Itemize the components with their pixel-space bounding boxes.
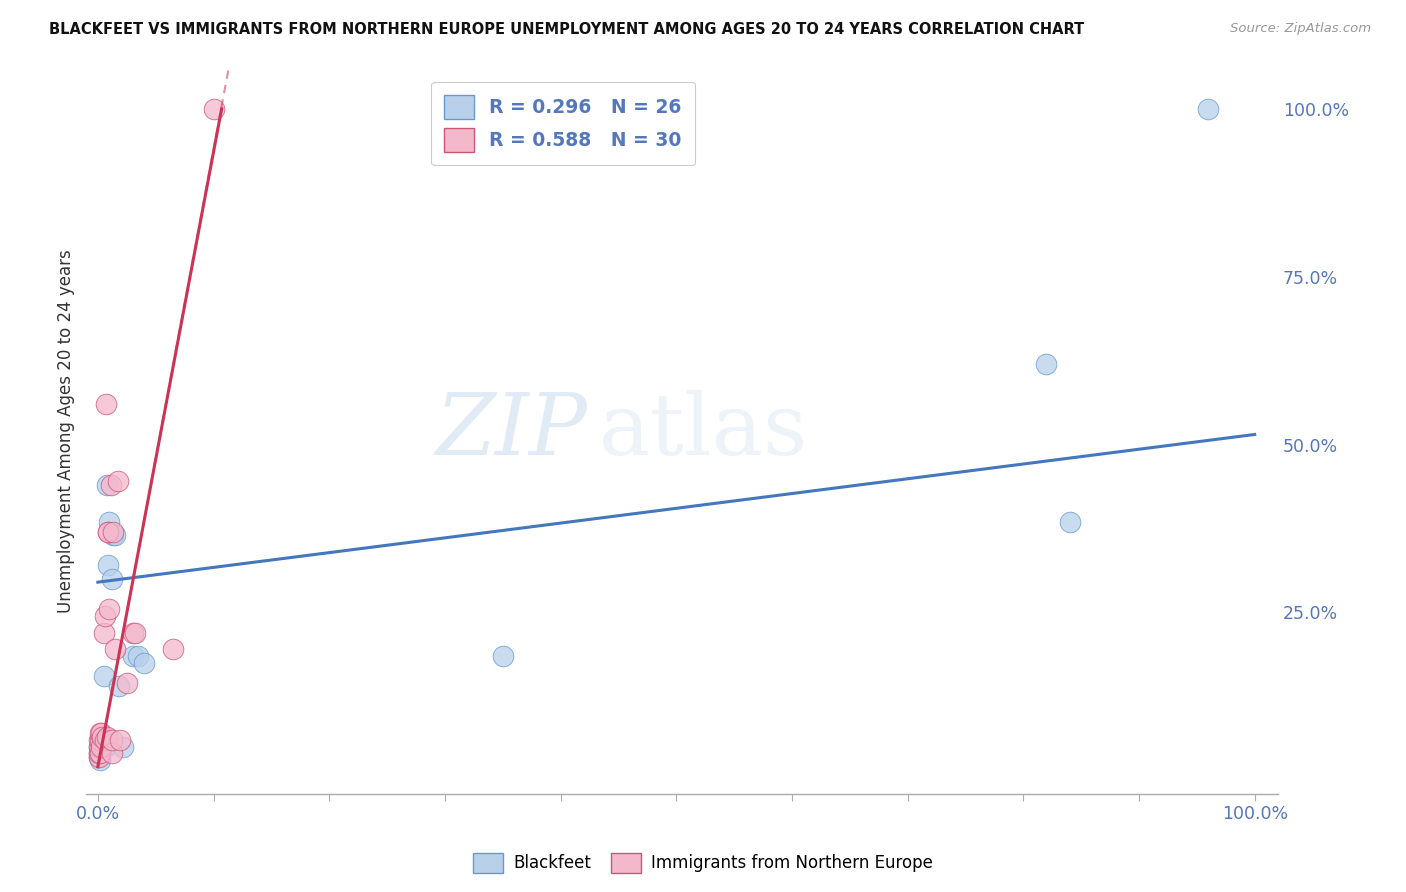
Point bbox=[93, 669, 115, 683]
Point bbox=[90, 739, 112, 754]
Point bbox=[1035, 357, 1057, 371]
Point bbox=[87, 733, 110, 747]
Point bbox=[134, 656, 156, 670]
Point bbox=[94, 733, 117, 747]
Point bbox=[90, 733, 112, 747]
Point bbox=[100, 478, 122, 492]
Point bbox=[101, 528, 124, 542]
Point bbox=[100, 572, 122, 586]
Point bbox=[1197, 102, 1219, 116]
Point bbox=[98, 515, 121, 529]
Point bbox=[107, 475, 129, 489]
Point bbox=[101, 524, 124, 539]
Point bbox=[104, 642, 127, 657]
Point bbox=[93, 625, 115, 640]
Point bbox=[104, 528, 127, 542]
Point bbox=[87, 749, 110, 764]
Point bbox=[112, 739, 135, 754]
Point bbox=[90, 743, 112, 757]
Point bbox=[96, 730, 118, 744]
Point bbox=[121, 625, 143, 640]
Text: ZIP: ZIP bbox=[434, 390, 586, 473]
Point bbox=[89, 739, 111, 754]
Point bbox=[89, 747, 111, 761]
Point bbox=[202, 102, 225, 116]
Point bbox=[100, 747, 122, 761]
Point bbox=[91, 730, 114, 744]
Legend: Blackfeet, Immigrants from Northern Europe: Blackfeet, Immigrants from Northern Euro… bbox=[467, 847, 939, 880]
Point bbox=[121, 648, 143, 663]
Text: atlas: atlas bbox=[599, 390, 808, 473]
Point bbox=[87, 747, 110, 761]
Point bbox=[107, 679, 129, 693]
Point bbox=[97, 524, 120, 539]
Point bbox=[94, 608, 117, 623]
Point bbox=[89, 726, 111, 740]
Y-axis label: Unemployment Among Ages 20 to 24 years: Unemployment Among Ages 20 to 24 years bbox=[58, 249, 75, 613]
Point bbox=[124, 625, 146, 640]
Point bbox=[97, 558, 120, 573]
Point bbox=[87, 739, 110, 754]
Point bbox=[115, 676, 138, 690]
Point bbox=[97, 524, 120, 539]
Legend: R = 0.296   N = 26, R = 0.588   N = 30: R = 0.296 N = 26, R = 0.588 N = 30 bbox=[432, 81, 695, 165]
Point bbox=[127, 648, 149, 663]
Point bbox=[94, 733, 117, 747]
Point bbox=[94, 397, 117, 411]
Point bbox=[108, 733, 131, 747]
Point bbox=[492, 648, 515, 663]
Point bbox=[98, 602, 121, 616]
Point bbox=[89, 733, 111, 747]
Point bbox=[87, 747, 110, 761]
Point bbox=[91, 739, 114, 754]
Point bbox=[100, 733, 122, 747]
Point bbox=[1059, 515, 1081, 529]
Point bbox=[162, 642, 184, 657]
Point bbox=[90, 726, 112, 740]
Point bbox=[89, 753, 111, 767]
Point bbox=[87, 739, 110, 754]
Point bbox=[96, 478, 118, 492]
Point bbox=[94, 739, 117, 754]
Text: Source: ZipAtlas.com: Source: ZipAtlas.com bbox=[1230, 22, 1371, 36]
Point bbox=[87, 749, 110, 764]
Text: BLACKFEET VS IMMIGRANTS FROM NORTHERN EUROPE UNEMPLOYMENT AMONG AGES 20 TO 24 YE: BLACKFEET VS IMMIGRANTS FROM NORTHERN EU… bbox=[49, 22, 1084, 37]
